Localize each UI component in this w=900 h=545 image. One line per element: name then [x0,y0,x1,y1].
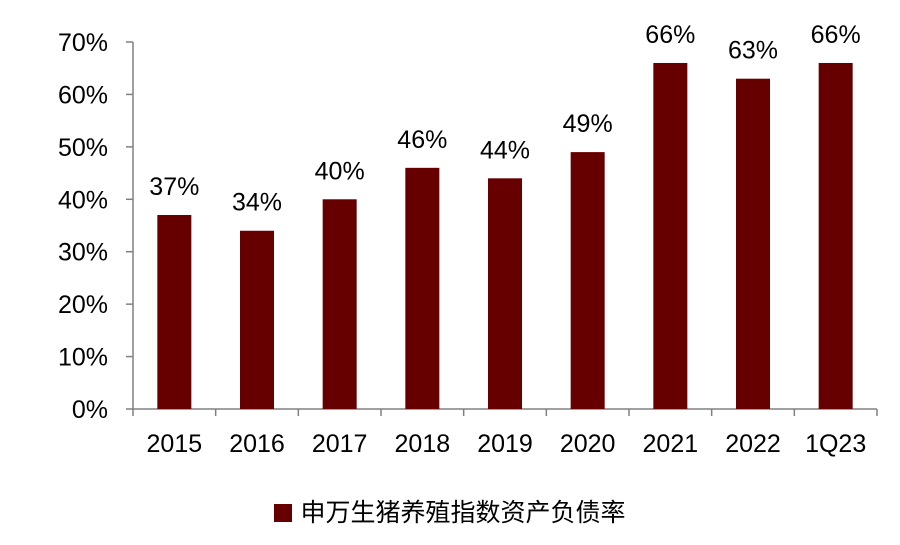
x-tick-label: 2018 [395,430,451,458]
y-tick-label: 0% [72,396,108,424]
bar [653,62,688,409]
y-tick-label: 10% [58,344,108,372]
y-tick-label: 40% [58,186,108,214]
y-tick-labels: 0% 10% 20% 30% 40% 50% 60% 70% [58,29,108,424]
bar [818,62,853,409]
y-tick-label: 70% [58,29,108,57]
data-labels: 37% 34% 40% 46% 44% 49% 66% 63% 66% [149,21,860,217]
legend: 申万生猪养殖指数资产负债率 [0,493,900,529]
data-label: 44% [480,136,530,164]
bar [488,178,522,409]
bar [157,215,192,409]
x-tick-label: 2020 [560,430,616,458]
legend-swatch [274,504,293,522]
x-tick-label: 2022 [725,430,781,458]
data-label: 66% [645,21,695,49]
bar [570,152,605,409]
data-label: 34% [232,189,282,217]
x-tick-label: 2017 [312,430,368,458]
data-label: 46% [397,126,447,154]
data-label: 49% [563,110,613,138]
x-tick-labels: 2015 2016 2017 2018 2019 2020 2021 2022 1Q23 [147,430,867,458]
x-tick-label: 2021 [643,430,699,458]
x-tick-label: 2016 [229,430,285,458]
bars [157,62,853,409]
x-tick-label: 2019 [477,430,533,458]
bar [322,199,357,409]
data-label: 40% [315,157,365,185]
bar [736,78,770,409]
x-tick-label: 1Q23 [805,430,866,458]
bar [240,230,274,409]
y-tick-label: 30% [58,239,108,267]
data-label: 37% [149,173,199,201]
data-label: 63% [728,37,778,65]
y-tick-label: 60% [58,81,108,109]
bar [405,167,440,409]
data-label: 66% [811,21,861,49]
x-tick-label: 2015 [147,430,203,458]
y-tick-label: 20% [58,291,108,319]
legend-label: 申万生猪养殖指数资产负债率 [300,499,626,527]
y-tick-label: 50% [58,134,108,162]
